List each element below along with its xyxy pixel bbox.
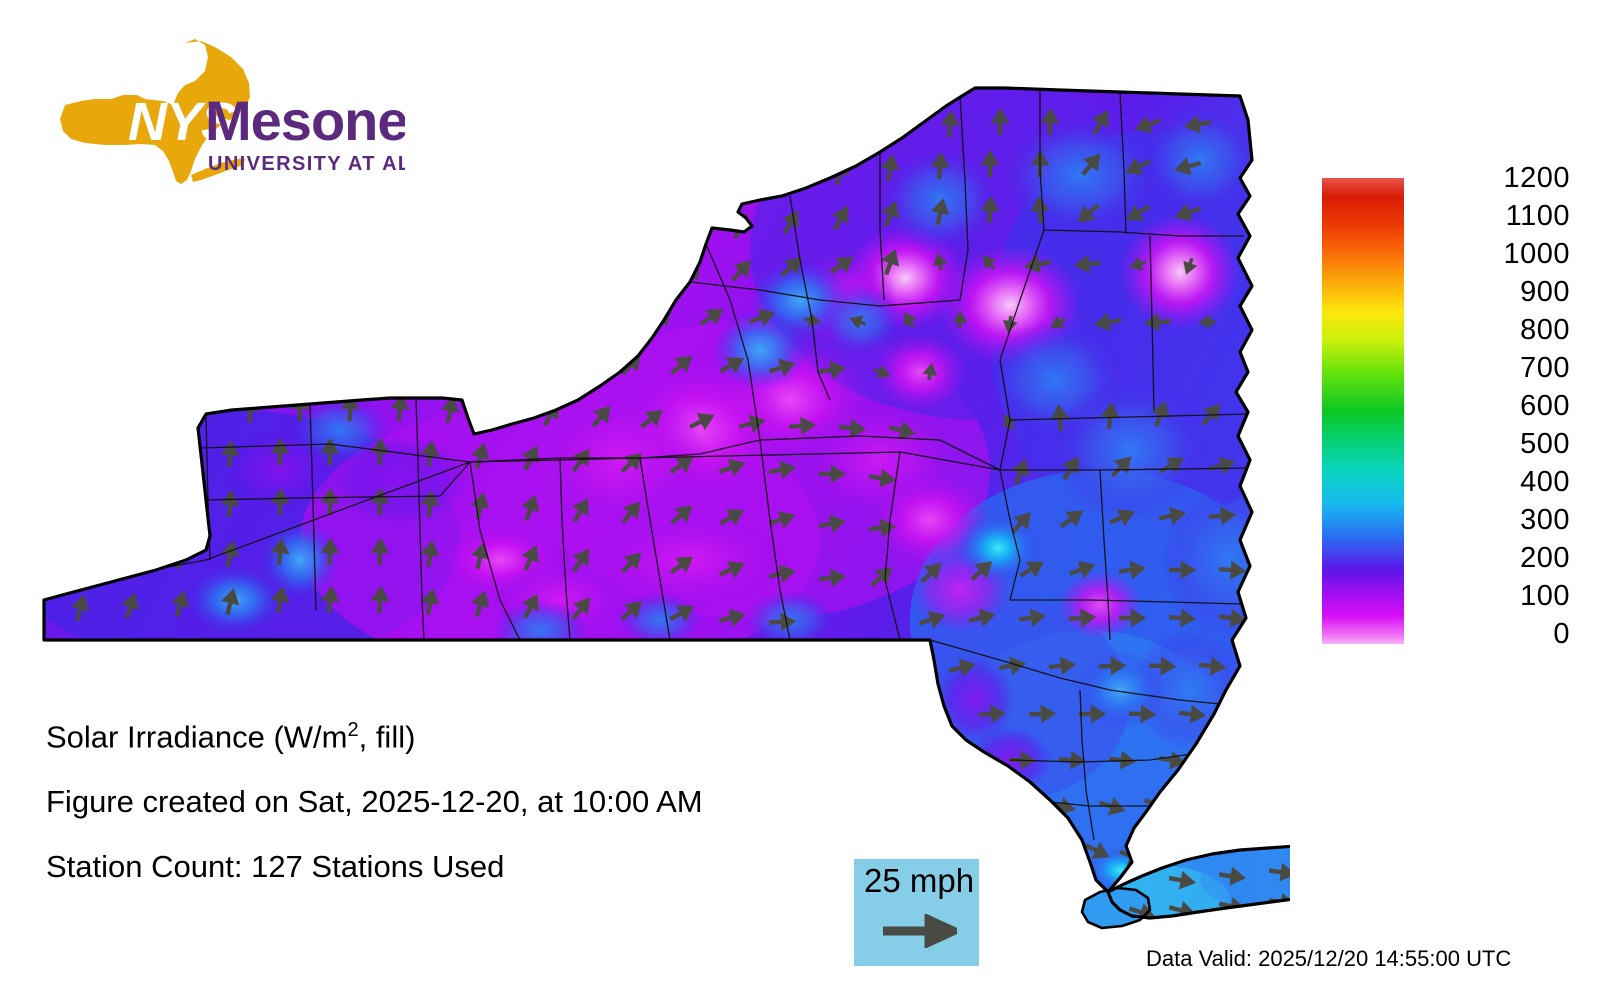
- nys-mesonet-logo: NYS Mesonet UNIVERSITY AT ALBANY: [45, 35, 405, 190]
- colorbar-tick-100: 100: [1520, 580, 1570, 612]
- figure-created-text: Figure created on Sat, 2025-12-20, at 10…: [46, 784, 703, 819]
- colorbar-tick-labels: 1200 1100 1000 900 800 700 600 500 400 3…: [1408, 164, 1578, 649]
- solar-irradiance-map: [42, 86, 1290, 930]
- wind-legend-label: 25 mph: [864, 862, 975, 899]
- data-valid-timestamp: Data Valid: 2025/12/20 14:55:00 UTC: [1146, 946, 1512, 971]
- colorbar-tick-600: 600: [1520, 390, 1570, 422]
- colorbar-tick-1000: 1000: [1503, 238, 1570, 270]
- variable-label: Solar Irradiance (W/m2, fill): [46, 719, 415, 755]
- irradiance-fill-mainland: [44, 88, 1252, 892]
- colorbar-tick-700: 700: [1520, 352, 1570, 384]
- colorbar-tick-800: 800: [1520, 314, 1570, 346]
- station-count-text: Station Count: 127 Stations Used: [46, 849, 505, 884]
- variable-label-exponent: 2: [347, 719, 359, 741]
- variable-label-suffix: , fill): [358, 719, 416, 755]
- colorbar: 1200 1100 1000 900 800 700 600 500 400 3…: [1322, 164, 1580, 649]
- colorbar-tick-900: 900: [1520, 276, 1570, 308]
- colorbar-tick-200: 200: [1520, 542, 1570, 574]
- logo-state-shape: [60, 39, 250, 184]
- colorbar-gradient: [1322, 178, 1404, 644]
- colorbar-tick-400: 400: [1520, 466, 1570, 498]
- colorbar-tick-300: 300: [1520, 504, 1570, 536]
- colorbar-tick-1100: 1100: [1505, 200, 1570, 232]
- logo-subtitle-text: UNIVERSITY AT ALBANY: [208, 153, 405, 175]
- colorbar-tick-0: 0: [1553, 618, 1570, 650]
- wind-legend-arrow-icon: [883, 914, 957, 948]
- staten-island-outline: [1080, 886, 1152, 930]
- variable-label-prefix: Solar Irradiance (W/m: [46, 719, 348, 755]
- logo-longisland-shape: [191, 159, 245, 182]
- ny-state-outline: [42, 86, 1254, 894]
- colorbar-tick-500: 500: [1520, 428, 1570, 460]
- logo-mesonet-text: Mesonet: [205, 89, 405, 152]
- wind-speed-legend: 25 mph: [854, 859, 979, 966]
- logo-nys-text: NYS: [128, 92, 237, 152]
- colorbar-tick-1200: 1200: [1503, 162, 1570, 194]
- long-island-outline: [1106, 844, 1290, 920]
